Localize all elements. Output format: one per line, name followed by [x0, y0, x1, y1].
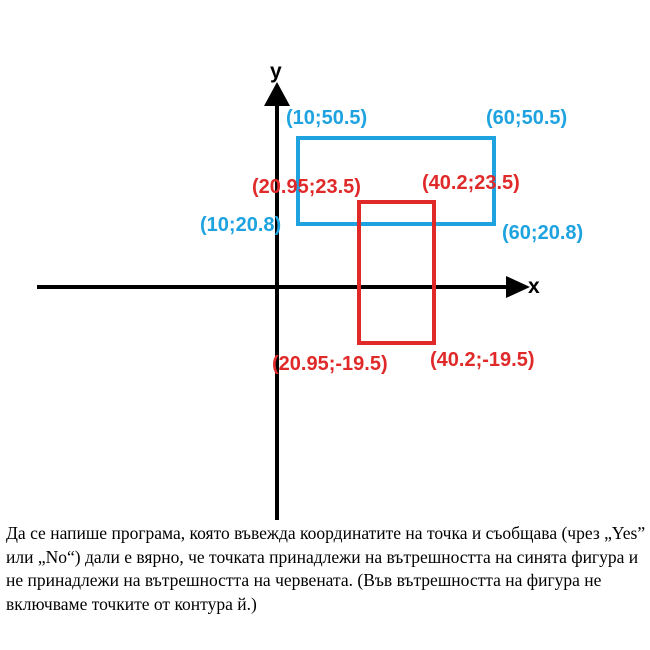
- red-bottom-left-label: (20.95;-19.5): [272, 353, 388, 375]
- blue-bottom-right-label: (60;20.8): [502, 222, 583, 244]
- blue-top-left-label: (10;50.5): [286, 107, 367, 129]
- x-axis-label: x: [528, 275, 540, 298]
- blue-rectangle: [296, 136, 496, 226]
- red-rectangle: [357, 200, 436, 345]
- red-top-right-label: (40.2;23.5): [422, 172, 520, 194]
- blue-top-right-label: (60;50.5): [486, 107, 567, 129]
- blue-bottom-left-label: (10;20.8): [200, 214, 281, 236]
- y-axis-arrowhead: [264, 82, 290, 106]
- task-description: Да се напише програма, която въвежда коо…: [6, 523, 646, 614]
- red-bottom-right-label: (40.2;-19.5): [430, 349, 535, 371]
- y-axis-label: y: [270, 60, 282, 83]
- x-axis-arrowhead: [506, 276, 530, 298]
- red-top-left-label: (20.95;23.5): [252, 176, 361, 198]
